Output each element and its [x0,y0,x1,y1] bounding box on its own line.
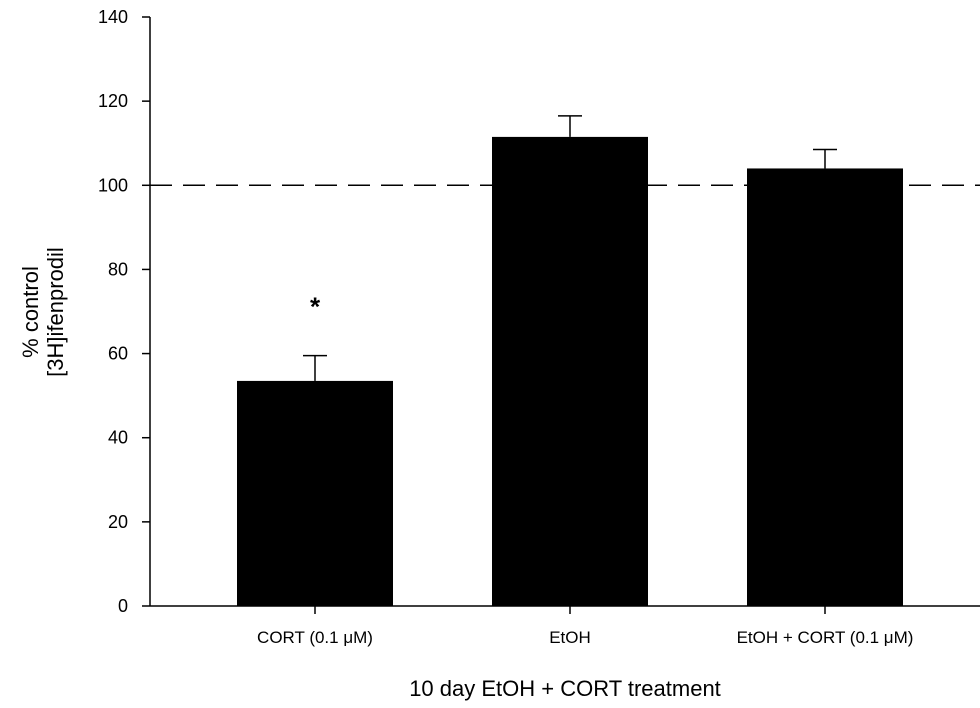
x-axis-title: 10 day EtOH + CORT treatment [409,676,721,701]
y-tick-label: 0 [118,596,128,616]
y-tick-label: 120 [98,91,128,111]
y-tick-label: 20 [108,512,128,532]
significance-annotations: * [310,292,321,322]
y-tick-label: 100 [98,175,128,195]
x-category-label: EtOH [549,628,591,647]
bar [747,168,903,606]
y-tick-label: 40 [108,428,128,448]
y-ticks-group: 0 20 40 60 80 100 120 140 [98,7,150,616]
bar [492,136,648,606]
x-category-labels: CORT (0.1 μM) EtOH EtOH + CORT (0.1 μM) [257,606,913,647]
bar [237,380,393,606]
x-category-label: EtOH + CORT (0.1 μM) [737,628,914,647]
significance-mark: * [310,292,321,322]
y-axis-title: % control [3H]ifenprodil [18,247,68,377]
y-tick-label: 80 [108,259,128,279]
y-tick-label: 60 [108,344,128,364]
y-axis-title-line: [3H]ifenprodil [43,247,68,377]
y-axis-title-line: % control [18,266,43,358]
x-category-label: CORT (0.1 μM) [257,628,373,647]
error-bars-group [303,115,837,381]
y-tick-label: 140 [98,7,128,27]
bars-group [237,136,903,606]
